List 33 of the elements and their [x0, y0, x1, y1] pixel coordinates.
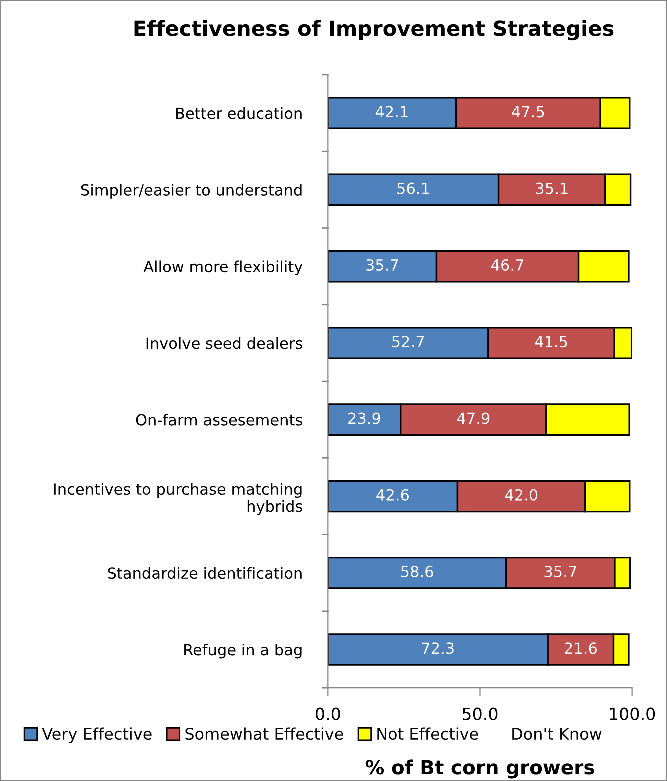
data-label: 52.7 [392, 336, 424, 348]
data-label: 47.9 [457, 412, 490, 424]
y-tick-label: On-farm assesements [136, 414, 302, 426]
data-label: 35.7 [366, 259, 398, 271]
data-label: 42.6 [376, 489, 409, 501]
x-axis-title: % of Bt corn growers [366, 760, 594, 779]
data-label: 42.1 [376, 106, 408, 118]
y-tick-label: Incentives to purchase matching hybrids [54, 483, 302, 516]
y-tick-label: Better education [176, 107, 302, 120]
x-tick-label: 0.0 [316, 708, 340, 720]
text: Don't Know [512, 728, 602, 740]
data-label: 21.6 [565, 642, 597, 654]
data-label: 42.0 [505, 489, 538, 501]
data-label: 35.1 [536, 182, 568, 194]
y-tick-label: Standardize identification [108, 567, 302, 580]
legend-label: Very Effective [42, 728, 152, 744]
chart-title: Effectiveness of Improvement Strategies [134, 20, 614, 41]
y-tick-label: Simpler/easier to understand [81, 184, 302, 199]
legend-label: Not Effective [378, 728, 478, 740]
data-label: 58.6 [401, 566, 434, 578]
y-tick-label: Refuge in a bag [184, 644, 302, 659]
data-label: 41.5 [535, 336, 568, 348]
legend-label: Somewhat Effective [186, 728, 344, 740]
data-label: 47.5 [512, 106, 544, 118]
data-label: 35.7 [544, 566, 576, 578]
y-tick-label: Allow more flexibility [144, 260, 303, 276]
data-label: 56.1 [398, 182, 430, 194]
data-label: 72.3 [422, 642, 454, 654]
data-label: 23.9 [348, 412, 380, 424]
data-label: 46.7 [492, 259, 524, 271]
x-tick-label: 100.0 [610, 708, 656, 720]
x-tick-label: 50.0 [462, 708, 498, 720]
y-tick-label: Involve seed dealers [146, 337, 302, 350]
